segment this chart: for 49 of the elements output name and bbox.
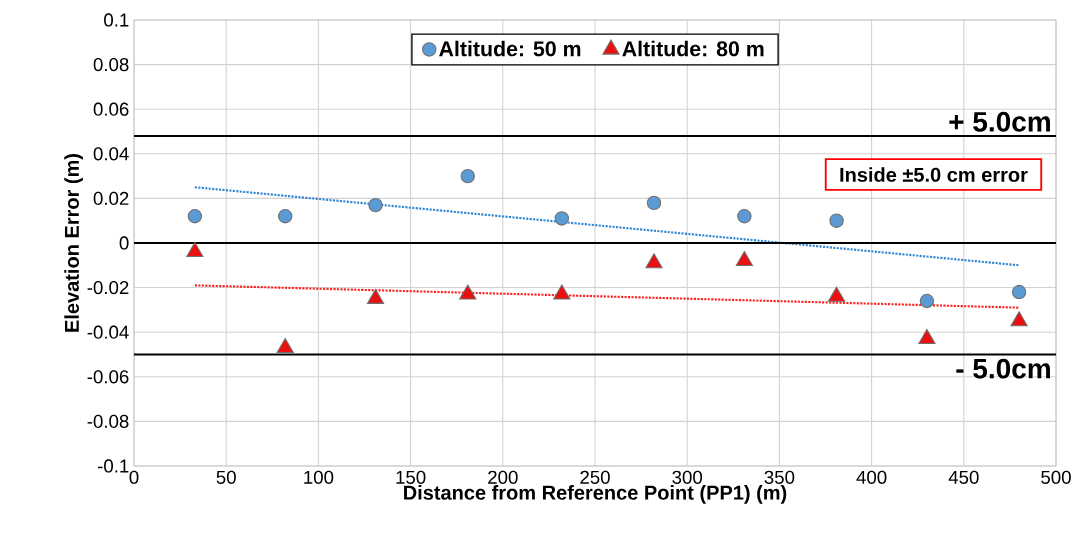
point	[918, 329, 936, 345]
x-tick-label: 300	[672, 470, 703, 484]
annotation: Inside ±5.0 cm error	[840, 167, 1028, 182]
point	[1011, 284, 1027, 300]
point	[278, 209, 293, 224]
x-tick-label: 250	[580, 470, 610, 484]
point	[186, 242, 204, 258]
y-tick-label: 0.08	[93, 57, 129, 72]
y-tick-label: -0.08	[87, 414, 129, 428]
point	[737, 209, 752, 224]
y-tick-label: 0.06	[93, 102, 129, 116]
legend-label: Altitude: 80 m	[622, 40, 764, 57]
x-tick-label: 500	[1041, 470, 1071, 484]
x-tick-label: 400	[856, 470, 887, 484]
point	[919, 293, 935, 309]
point	[735, 250, 753, 267]
point	[459, 284, 477, 300]
y-tick-label: -0.04	[87, 325, 129, 339]
point	[554, 211, 570, 226]
point	[646, 195, 662, 211]
point	[645, 253, 663, 269]
ref-line-label: + 5.0cm	[949, 111, 1050, 132]
x-tick-label: 100	[304, 470, 334, 484]
y-tick-label: -0.06	[87, 370, 129, 384]
x-tick-label: 50	[216, 470, 236, 484]
point	[827, 286, 846, 302]
y-tick-label: 0.02	[93, 191, 129, 206]
point	[276, 337, 294, 354]
y-tick-label: 0.1	[104, 13, 129, 27]
y-tick-label: -0.02	[87, 280, 129, 295]
point	[368, 197, 383, 213]
x-tick-label: 150	[396, 470, 426, 484]
point	[366, 288, 385, 304]
point	[187, 209, 203, 224]
y-axis-title: Elevation Error (m)	[64, 153, 83, 332]
x-tick-label: 0	[129, 470, 139, 484]
point	[553, 284, 571, 300]
point	[1010, 311, 1028, 327]
x-tick-label: 200	[488, 470, 518, 484]
y-tick-label: 0	[119, 236, 129, 250]
x-axis-title: Distance from Reference Point (PP1) (m)	[404, 485, 787, 504]
legend-label: Altitude: 50 m	[439, 40, 581, 57]
y-tick-label: -0.1	[97, 459, 129, 473]
point	[829, 213, 844, 228]
ref-line-label: - 5.0cm	[956, 358, 1050, 379]
point	[460, 168, 475, 184]
x-tick-label: 450	[948, 470, 979, 484]
x-tick-label: 350	[764, 470, 795, 484]
y-tick-label: 0.04	[93, 147, 129, 161]
